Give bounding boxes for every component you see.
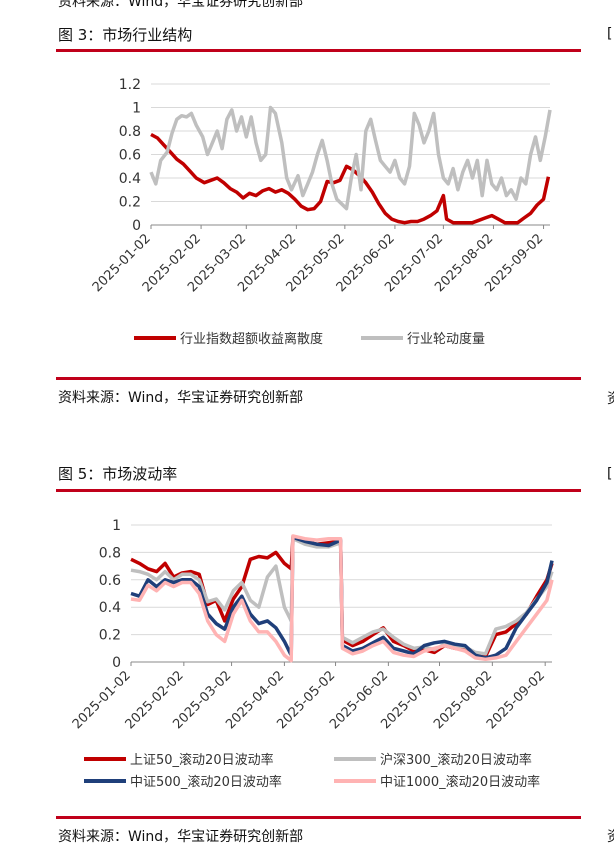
y-tick-label: 0.6 — [119, 148, 141, 164]
figure3-chart: 00.20.40.60.811.22025-01-022025-02-02202… — [90, 77, 552, 347]
y-tick-label: 0.2 — [99, 628, 121, 644]
figure3-source: 资料来源：Wind，华宝证券研究创新部 — [58, 390, 304, 406]
y-tick-label: 0.4 — [119, 171, 141, 187]
y-tick-label: 1 — [112, 518, 121, 534]
y-tick-label: 0.8 — [119, 124, 141, 140]
figure5-top-rule — [56, 489, 581, 492]
legend-label: 中证500_滚动20日波动率 — [130, 774, 282, 790]
figure3-top-rule — [56, 49, 581, 52]
legend-label: 中证1000_滚动20日波动率 — [380, 774, 540, 790]
right-edge-glyph: 资 — [607, 388, 614, 408]
y-tick-label: 0.8 — [99, 545, 121, 561]
legend-label: 上证50_滚动20日波动率 — [130, 752, 274, 768]
legend-label: 沪深300_滚动20日波动率 — [380, 752, 532, 768]
right-edge-glyph: [ — [607, 26, 613, 42]
y-tick-label: 0.6 — [99, 573, 121, 589]
figure5-title: 图 5：市场波动率 — [58, 465, 178, 483]
figure5-chart: 00.20.40.60.812025-01-022025-02-022025-0… — [70, 518, 554, 790]
y-tick-label: 1 — [132, 101, 141, 117]
figure3-bottom-rule — [56, 377, 581, 380]
series-line-3 — [130, 534, 554, 663]
series-line-2 — [130, 535, 554, 660]
legend-label: 行业轮动度量 — [407, 331, 485, 347]
right-edge-glyph: [ — [607, 466, 613, 482]
top-source-note: 资料来源：Wind，华宝证券研究创新部 — [58, 0, 304, 10]
figure3-title: 图 3：市场行业结构 — [58, 26, 193, 44]
legend-label: 行业指数超额收益离散度 — [180, 331, 323, 347]
y-tick-label: 0 — [132, 218, 141, 234]
y-tick-label: 0.4 — [99, 600, 121, 616]
y-tick-label: 0.2 — [119, 195, 141, 211]
y-tick-label: 1.2 — [119, 77, 141, 93]
y-tick-label: 0 — [112, 655, 121, 671]
right-edge-glyph: 资 — [607, 826, 614, 846]
series-line-1 — [149, 105, 552, 211]
figure5-source: 资料来源：Wind，华宝证券研究创新部 — [58, 829, 304, 845]
figure5-bottom-rule — [56, 816, 581, 819]
